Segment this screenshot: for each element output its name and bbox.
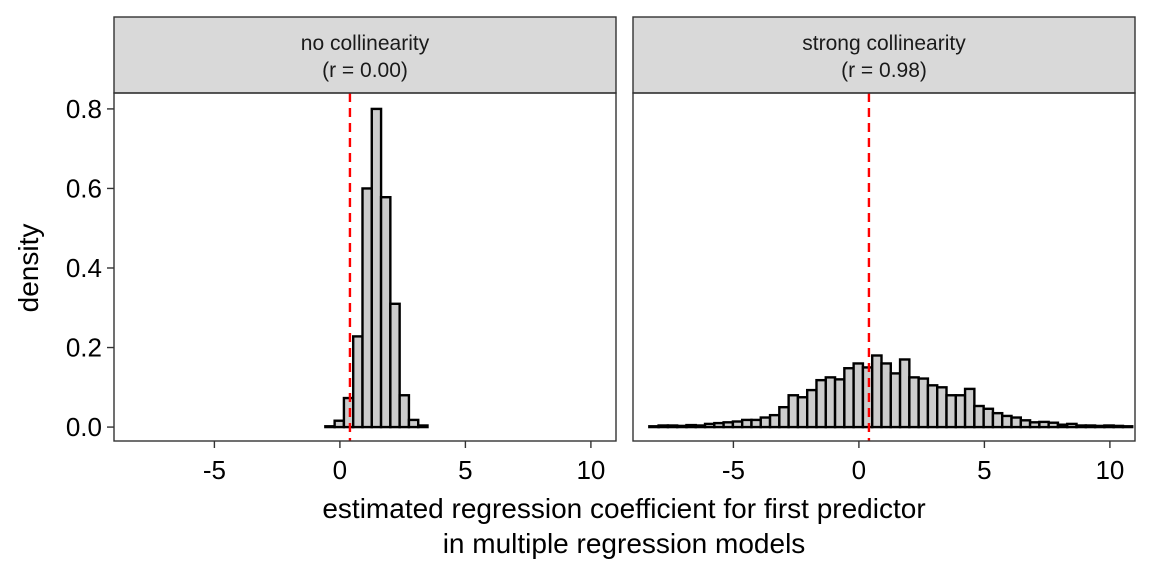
histogram-bar [824, 376, 837, 429]
histogram-bar [1028, 421, 1041, 429]
x-tick-label: 5 [458, 455, 472, 485]
histogram-bar [342, 396, 355, 429]
histogram-bar [880, 362, 892, 429]
histogram-bar [778, 405, 790, 429]
x-tick-label: 0 [333, 455, 347, 485]
histogram-bar [759, 416, 772, 429]
histogram-bar [852, 362, 865, 429]
histogram-bar [889, 372, 902, 429]
histogram-bar [694, 424, 707, 429]
histogram-bar [324, 425, 336, 429]
histogram-bar [1103, 424, 1115, 429]
histogram-bar [685, 423, 697, 429]
histogram-bar [945, 394, 957, 429]
histogram-bar [398, 394, 411, 429]
histogram-bar [1112, 424, 1125, 429]
panel-border [632, 92, 1136, 442]
y-tick-label: 0.2 [66, 333, 102, 363]
histogram-bar [926, 384, 939, 429]
histogram-bar [731, 420, 744, 429]
histogram-bar [1019, 419, 1032, 429]
histogram-bar [954, 394, 967, 429]
y-tick-label: 0.6 [66, 173, 102, 203]
x-tick-label: 10 [1095, 455, 1124, 485]
histogram-bar [833, 378, 846, 429]
panel-strip-background [632, 16, 1136, 94]
x-tick-label: 5 [977, 455, 991, 485]
histogram-bar [963, 387, 976, 429]
histogram-bar [648, 425, 660, 429]
histogram-bar [843, 367, 855, 429]
histogram-bar [815, 378, 827, 429]
panel-title-line1: no collinearity [301, 32, 430, 55]
histogram-bar [991, 411, 1004, 429]
histogram-bar [796, 396, 809, 429]
histogram-bar [740, 418, 753, 429]
histogram-bar [871, 354, 883, 429]
panel-no-collinearity: no collinearity (r = 0.00) [113, 16, 617, 442]
histogram-bar [370, 107, 383, 429]
x-axis-title-line2: in multiple regression models [443, 528, 806, 559]
histogram-bar [982, 407, 995, 429]
histogram-bar [1038, 420, 1050, 429]
panel-title-line2: (r = 0.00) [322, 59, 408, 82]
x-axis-title-line1: estimated regression coefficient for fir… [322, 493, 925, 524]
histogram-bars [324, 107, 429, 429]
histogram-bar [389, 302, 401, 429]
histogram-bar [417, 424, 429, 429]
histogram-bar [379, 195, 392, 429]
histogram-bar [722, 421, 735, 429]
panel-strip-background [113, 16, 617, 94]
histogram-bar [861, 366, 874, 429]
x-tick-label: 0 [852, 455, 866, 485]
histogram-bar [1121, 425, 1134, 429]
histogram-bar [1047, 421, 1060, 429]
histogram-bar [908, 376, 920, 429]
histogram-bar [1075, 424, 1088, 429]
histogram-bar [666, 424, 679, 429]
histogram-bar [917, 377, 930, 429]
y-tick-label: 0.0 [66, 412, 102, 442]
histogram-bar [1093, 424, 1106, 429]
x-tick-label: 10 [576, 455, 605, 485]
histogram-bar [1066, 422, 1078, 429]
histogram-bar [1084, 424, 1097, 429]
histogram-bars [648, 354, 1134, 429]
x-axis-right: -5 0 5 10 [722, 441, 1124, 485]
histogram-bar [1010, 416, 1023, 429]
histogram-bar [1001, 414, 1013, 429]
histogram-bar [805, 388, 818, 429]
histogram-bar [407, 418, 420, 429]
histogram-bar [675, 424, 688, 429]
x-tick-label: -5 [203, 455, 226, 485]
histogram-bar [1056, 423, 1069, 429]
panel-strong-collinearity: strong collinearity (r = 0.98) [632, 16, 1136, 442]
histogram-bar [768, 413, 781, 429]
histogram-bar [713, 421, 725, 429]
x-tick-label: -5 [722, 455, 745, 485]
panel-border [113, 92, 617, 442]
y-axis: 0.0 0.2 0.4 0.6 0.8 [66, 94, 114, 442]
y-tick-label: 0.4 [66, 253, 102, 283]
panel-title-line1: strong collinearity [802, 32, 966, 55]
histogram-bar [750, 418, 762, 429]
y-tick-label: 0.8 [66, 94, 102, 124]
x-axis-left: -5 0 5 10 [203, 441, 605, 485]
histogram-bar [787, 394, 800, 429]
histogram-bar [898, 358, 911, 429]
histogram-bar [973, 404, 985, 429]
histogram-bar [936, 386, 948, 429]
histogram-bar [352, 335, 364, 429]
histogram-bar [361, 187, 373, 429]
histogram-bar [657, 424, 670, 429]
histogram-bar [333, 419, 346, 429]
y-axis-title: density [13, 224, 44, 313]
histogram-bar [703, 422, 716, 429]
panel-title-line2: (r = 0.98) [841, 59, 927, 82]
